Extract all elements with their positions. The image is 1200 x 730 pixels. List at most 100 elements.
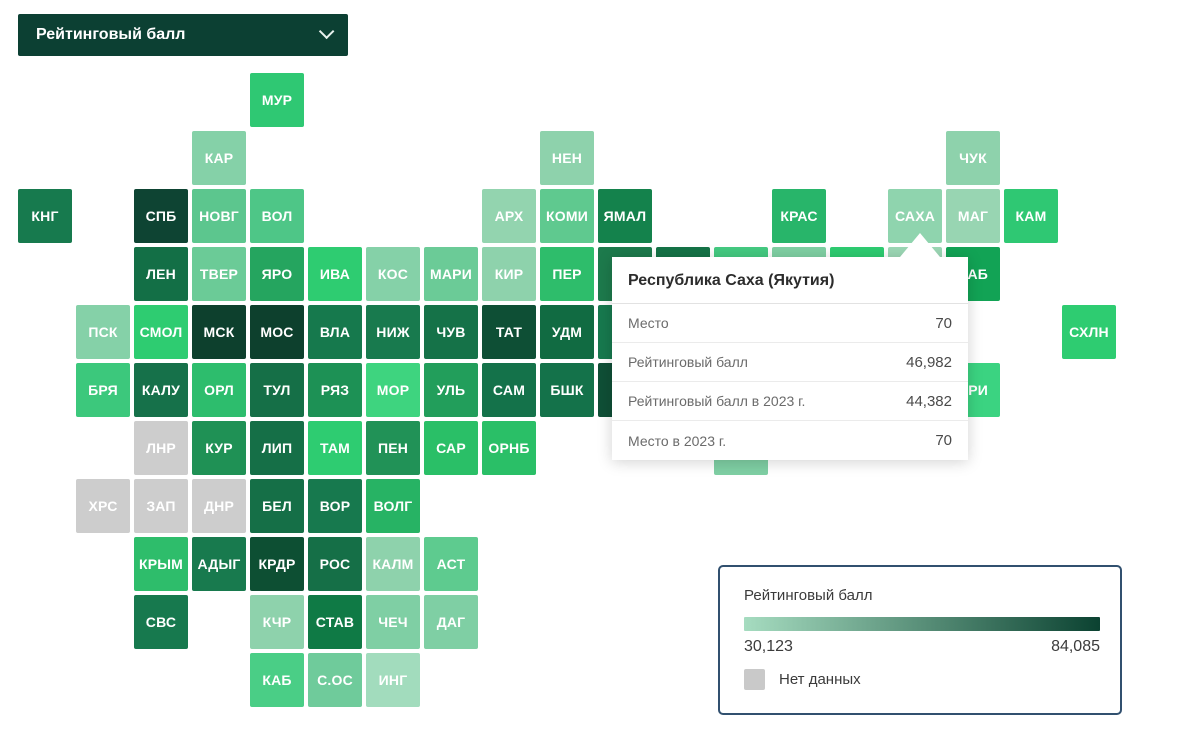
map-tile-КЧР[interactable]: КЧР xyxy=(250,595,304,649)
map-tile-СВС[interactable]: СВС xyxy=(134,595,188,649)
tooltip-row-label: Место в 2023 г. xyxy=(628,432,727,449)
map-tile-ПЕН[interactable]: ПЕН xyxy=(366,421,420,475)
map-tile-ЧУВ[interactable]: ЧУВ xyxy=(424,305,478,359)
map-tile-АРХ[interactable]: АРХ xyxy=(482,189,536,243)
tooltip-row-label: Рейтинговый балл в 2023 г. xyxy=(628,393,806,409)
map-tile-НИЖ[interactable]: НИЖ xyxy=(366,305,420,359)
map-tile-НЕН[interactable]: НЕН xyxy=(540,131,594,185)
map-tile-ПЕР[interactable]: ПЕР xyxy=(540,247,594,301)
map-tile-АСТ[interactable]: АСТ xyxy=(424,537,478,591)
legend-title: Рейтинговый балл xyxy=(744,587,873,604)
map-tile-УЛЬ[interactable]: УЛЬ xyxy=(424,363,478,417)
map-tile-КУР[interactable]: КУР xyxy=(192,421,246,475)
map-tile-МУР[interactable]: МУР xyxy=(250,73,304,127)
map-tile-label: ТУЛ xyxy=(263,382,291,398)
map-tile-label: КЧР xyxy=(262,614,292,630)
map-tile-БЕЛ[interactable]: БЕЛ xyxy=(250,479,304,533)
map-tile-БРЯ[interactable]: БРЯ xyxy=(76,363,130,417)
map-tile-КНГ[interactable]: КНГ xyxy=(18,189,72,243)
map-tile-label: СВС xyxy=(145,614,177,630)
map-tile-МАГ[interactable]: МАГ xyxy=(946,189,1000,243)
map-tile-САХА[interactable]: САХА xyxy=(888,189,942,243)
map-tile-label: ОРЛ xyxy=(204,382,234,398)
map-tile-ОРЛ[interactable]: ОРЛ xyxy=(192,363,246,417)
map-tile-МАРИ[interactable]: МАРИ xyxy=(424,247,478,301)
map-tile-ДНР[interactable]: ДНР xyxy=(192,479,246,533)
map-tile-СТАВ[interactable]: СТАВ xyxy=(308,595,362,649)
map-tile-label: ТАМ xyxy=(319,440,351,456)
map-tile-СПБ[interactable]: СПБ xyxy=(134,189,188,243)
tooltip-row: Место 70 xyxy=(612,304,968,343)
map-tile-САМ[interactable]: САМ xyxy=(482,363,536,417)
map-tile-ЯМАЛ[interactable]: ЯМАЛ xyxy=(598,189,652,243)
map-tile-ЛИП[interactable]: ЛИП xyxy=(250,421,304,475)
map-tile-АДЫГ[interactable]: АДЫГ xyxy=(192,537,246,591)
map-tile-МСК[interactable]: МСК xyxy=(192,305,246,359)
map-tile-label: САХА xyxy=(894,208,936,224)
map-tile-label: ВЛА xyxy=(319,324,351,340)
map-tile-КИР[interactable]: КИР xyxy=(482,247,536,301)
map-tile-label: ВОЛГ xyxy=(373,498,413,514)
map-tile-РЯЗ[interactable]: РЯЗ xyxy=(308,363,362,417)
map-tile-label: ЧУВ xyxy=(436,324,466,340)
map-tile-ВОЛГ[interactable]: ВОЛГ xyxy=(366,479,420,533)
map-tile-ЧЕЧ[interactable]: ЧЕЧ xyxy=(366,595,420,649)
map-tile-МОС[interactable]: МОС xyxy=(250,305,304,359)
map-tile-СХЛН[interactable]: СХЛН xyxy=(1062,305,1116,359)
map-tile-ПСК[interactable]: ПСК xyxy=(76,305,130,359)
map-tile-МОР[interactable]: МОР xyxy=(366,363,420,417)
map-tile-label: ЛНР xyxy=(146,440,176,456)
map-tile-КРДР[interactable]: КРДР xyxy=(250,537,304,591)
map-tile-УДМ[interactable]: УДМ xyxy=(540,305,594,359)
map-tile-label: КРЫМ xyxy=(138,556,184,572)
map-tile-КОМИ[interactable]: КОМИ xyxy=(540,189,594,243)
map-tile-ТАТ[interactable]: ТАТ xyxy=(482,305,536,359)
map-tile-label: КОМИ xyxy=(546,208,588,224)
map-tile-label: НЕН xyxy=(551,150,583,166)
map-tile-ЯРО[interactable]: ЯРО xyxy=(250,247,304,301)
map-tile-КРЫМ[interactable]: КРЫМ xyxy=(134,537,188,591)
metric-dropdown-label: Рейтинговый балл xyxy=(36,26,186,43)
map-tile-ТАМ[interactable]: ТАМ xyxy=(308,421,362,475)
map-tile-НОВГ[interactable]: НОВГ xyxy=(192,189,246,243)
map-tile-ЛЕН[interactable]: ЛЕН xyxy=(134,247,188,301)
map-tile-КАЛМ[interactable]: КАЛМ xyxy=(366,537,420,591)
map-tile-КАБ[interactable]: КАБ xyxy=(250,653,304,707)
map-tile-СМОЛ[interactable]: СМОЛ xyxy=(134,305,188,359)
map-tile-ХРС[interactable]: ХРС xyxy=(76,479,130,533)
map-tile-label: МУР xyxy=(261,92,293,108)
map-tile-С.ОС[interactable]: С.ОС xyxy=(308,653,362,707)
map-tile-label: ЯМАЛ xyxy=(603,208,647,224)
legend-min-value: 30,123 xyxy=(744,638,793,655)
tooltip-title: Республика Саха (Якутия) xyxy=(612,257,968,304)
map-tile-БШК[interactable]: БШК xyxy=(540,363,594,417)
map-tile-ТВЕР[interactable]: ТВЕР xyxy=(192,247,246,301)
map-tile-ИВА[interactable]: ИВА xyxy=(308,247,362,301)
map-tile-ВОР[interactable]: ВОР xyxy=(308,479,362,533)
map-tile-КОС[interactable]: КОС xyxy=(366,247,420,301)
map-tile-КАР[interactable]: КАР xyxy=(192,131,246,185)
map-tile-РОС[interactable]: РОС xyxy=(308,537,362,591)
tooltip-row-value: 44,382 xyxy=(906,392,952,410)
map-tile-label: ПЕН xyxy=(377,440,409,456)
tooltip-row-value: 46,982 xyxy=(906,353,952,371)
map-tile-КАМ[interactable]: КАМ xyxy=(1004,189,1058,243)
map-tile-label: НОВГ xyxy=(199,208,239,224)
metric-dropdown[interactable]: Рейтинговый балл xyxy=(18,14,348,56)
map-tile-ЧУК[interactable]: ЧУК xyxy=(946,131,1000,185)
map-tile-ЗАП[interactable]: ЗАП xyxy=(134,479,188,533)
map-tile-label: ХРС xyxy=(88,498,118,514)
map-tile-label: МАГ xyxy=(957,208,989,224)
map-tile-КАЛУ[interactable]: КАЛУ xyxy=(134,363,188,417)
map-tile-КРАС[interactable]: КРАС xyxy=(772,189,826,243)
map-tile-ВОЛ[interactable]: ВОЛ xyxy=(250,189,304,243)
map-tile-ЛНР[interactable]: ЛНР xyxy=(134,421,188,475)
map-tile-САР[interactable]: САР xyxy=(424,421,478,475)
map-tile-label: МАРИ xyxy=(430,266,472,282)
map-tile-ИНГ[interactable]: ИНГ xyxy=(366,653,420,707)
map-tile-ВЛА[interactable]: ВЛА xyxy=(308,305,362,359)
map-tile-ДАГ[interactable]: ДАГ xyxy=(424,595,478,649)
map-tile-ОРНБ[interactable]: ОРНБ xyxy=(482,421,536,475)
map-tile-ТУЛ[interactable]: ТУЛ xyxy=(250,363,304,417)
map-tile-label: САМ xyxy=(492,382,526,398)
